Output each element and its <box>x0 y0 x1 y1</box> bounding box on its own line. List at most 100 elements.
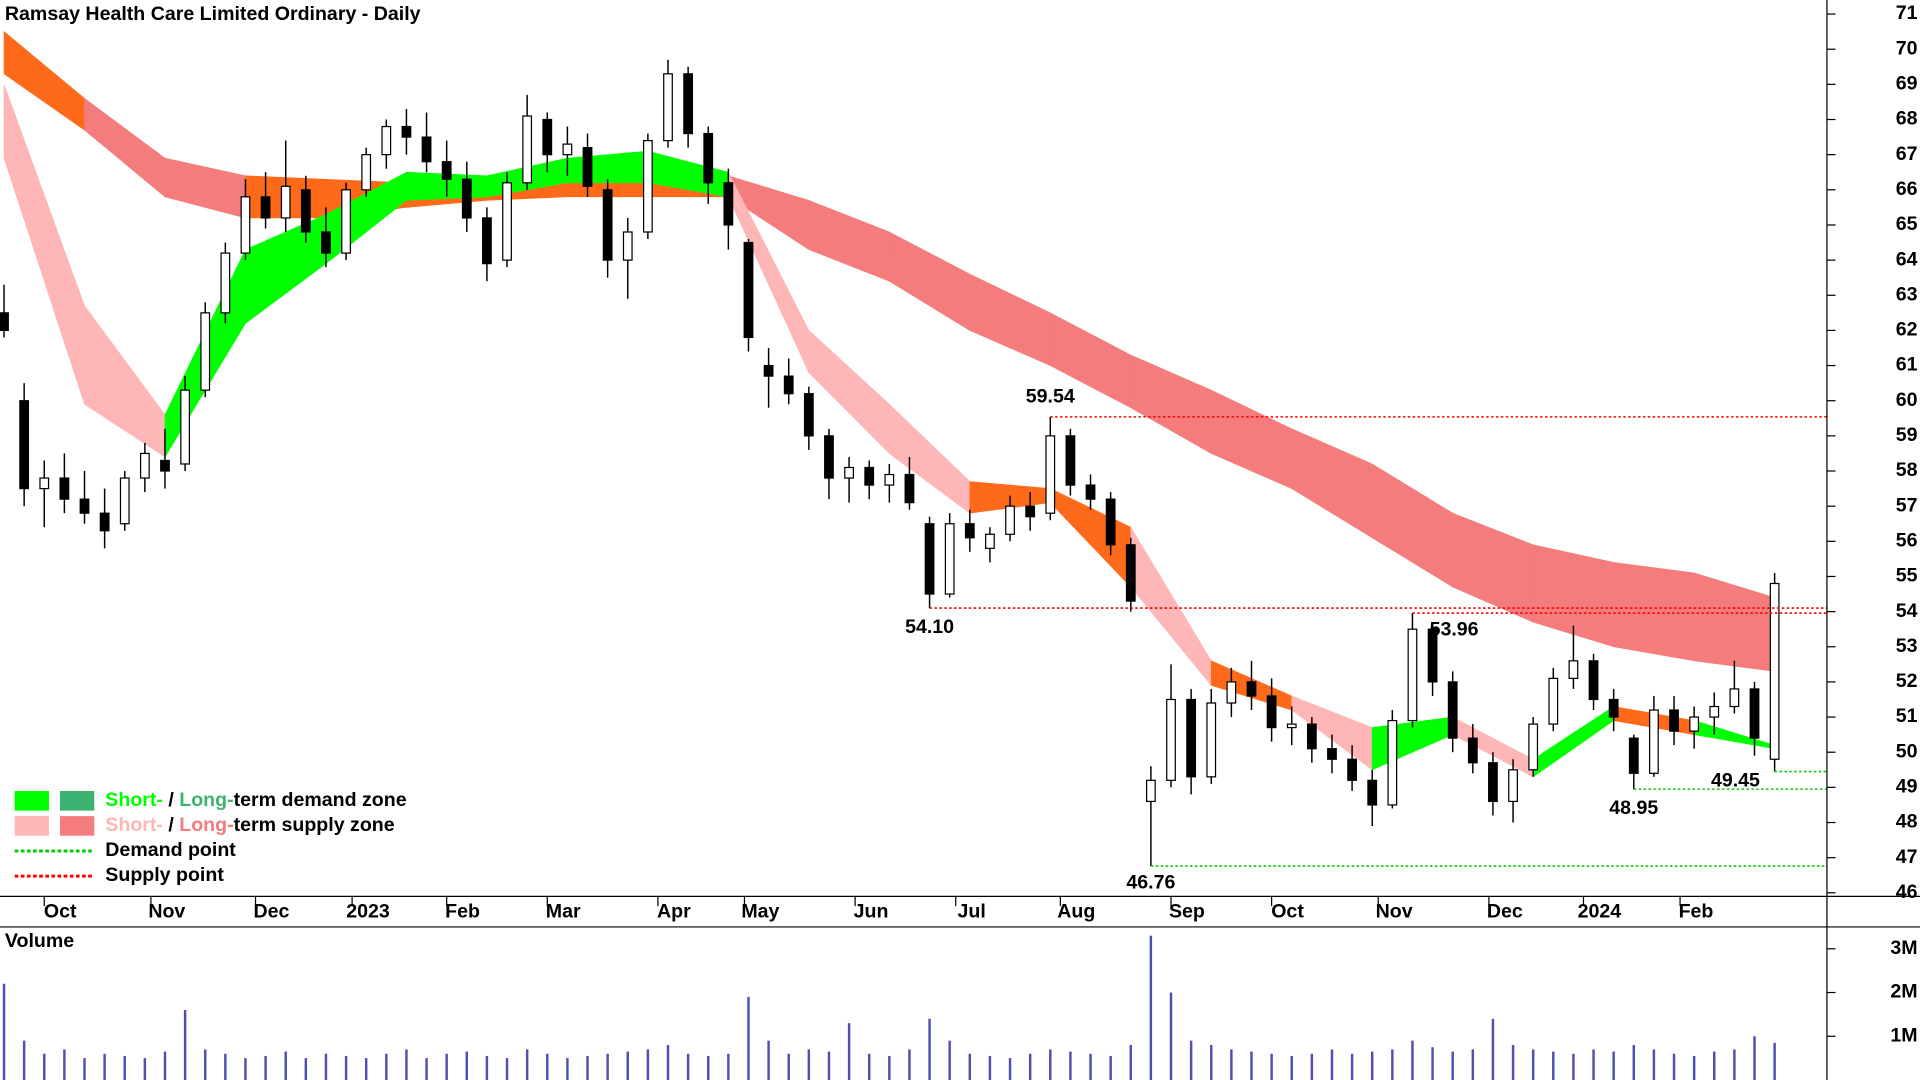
volume-bar <box>707 1055 710 1080</box>
y-tick-label: 68 <box>1896 108 1918 130</box>
legend-swatch <box>60 791 95 811</box>
candle-body <box>1065 435 1076 486</box>
volume-bar <box>1350 1053 1354 1080</box>
candle-body <box>139 452 150 479</box>
y-tick-label: 69 <box>1896 73 1918 95</box>
volume-bar <box>525 1049 529 1080</box>
candle-body <box>1246 681 1257 697</box>
volume-bar <box>686 1053 690 1080</box>
volume-bar <box>43 1053 46 1080</box>
candle-body <box>482 217 492 265</box>
volume-bar <box>324 1053 328 1080</box>
candle-body <box>1186 698 1197 778</box>
volume-bar <box>264 1055 267 1080</box>
candle-body <box>1045 435 1056 514</box>
candle-body <box>119 477 130 525</box>
candle-body <box>300 189 311 233</box>
candle-body <box>743 241 754 339</box>
volume-bar <box>344 1055 348 1080</box>
volume-bar <box>908 1049 911 1080</box>
legend-text: Short- <box>105 814 163 836</box>
y-tick-label: 1M <box>1890 1024 1917 1046</box>
volume-bar <box>1069 1051 1072 1080</box>
candle-body <box>824 435 834 479</box>
volume-bar <box>1370 1051 1374 1080</box>
volume-bar <box>767 1040 770 1080</box>
volume-bar <box>847 1023 851 1080</box>
volume-bar <box>1129 1045 1132 1080</box>
y-tick-label: 52 <box>1896 670 1918 692</box>
volume-bar <box>425 1058 428 1080</box>
legend-label: Demand point <box>105 839 236 861</box>
volume-bar <box>1290 1055 1293 1080</box>
volume-bar <box>988 1055 992 1080</box>
volume-bar <box>1149 935 1153 1080</box>
candle-body <box>341 189 351 254</box>
legend-text: Supply point <box>105 864 224 886</box>
candle-body <box>642 139 653 233</box>
candle-body <box>1467 737 1478 764</box>
candle-body <box>1367 779 1378 806</box>
level-label: 49.45 <box>1711 770 1760 792</box>
volume-bar <box>1471 1049 1475 1080</box>
candle-body <box>1528 723 1539 771</box>
volume-bar <box>1210 1045 1213 1080</box>
legend-label: Short- / Long-term demand zone <box>105 789 406 811</box>
y-tick-label: 62 <box>1896 319 1918 341</box>
x-tick-label: Dec <box>1487 900 1523 922</box>
x-tick-label: Dec <box>253 900 289 922</box>
volume-bar <box>867 1053 871 1080</box>
candle-body <box>1508 769 1518 803</box>
candle-body <box>1166 698 1176 781</box>
candle-body <box>260 196 271 219</box>
volume-bar <box>1411 1040 1414 1080</box>
candle-body <box>1286 723 1297 729</box>
candle-body <box>1669 709 1679 732</box>
volume-bar <box>928 1018 931 1080</box>
candle-body <box>1488 762 1498 803</box>
candle-body <box>1709 705 1720 718</box>
y-tick-label: 66 <box>1896 178 1918 200</box>
volume-bar <box>646 1049 650 1080</box>
legend-label: Supply point <box>105 864 224 886</box>
x-tick-label: Oct <box>1271 900 1304 922</box>
candle-body <box>1266 695 1277 729</box>
y-tick-label: 48 <box>1896 811 1918 833</box>
x-tick-label: Feb <box>445 900 480 922</box>
candle-body <box>79 498 90 514</box>
candle-body <box>220 252 231 314</box>
volume-bar <box>807 1049 811 1080</box>
volume-bar <box>1109 1055 1112 1080</box>
x-tick-label: Nov <box>1376 900 1413 922</box>
volume-bar <box>485 1055 489 1080</box>
volume-bar <box>1049 1049 1052 1080</box>
volume-bar <box>1713 1051 1716 1080</box>
candle-body <box>964 523 975 539</box>
candle-body <box>39 477 50 490</box>
legend-swatch <box>14 816 49 836</box>
candle-body <box>622 231 633 261</box>
candle-body <box>1447 681 1458 739</box>
y-tick-label: 65 <box>1896 213 1918 235</box>
candle-body <box>803 393 814 437</box>
volume-bar <box>1692 1055 1696 1080</box>
candle-body <box>683 73 694 135</box>
volume-bar <box>888 1055 891 1080</box>
candle-body <box>461 178 472 219</box>
volume-bar <box>1652 1049 1656 1080</box>
candle-body <box>864 466 875 486</box>
candle-body <box>663 73 673 142</box>
volume-bar <box>83 1058 86 1080</box>
y-tick-label: 67 <box>1896 143 1918 165</box>
legend-text: Long- <box>179 789 233 811</box>
candle-body <box>1005 505 1015 535</box>
candle-body <box>160 459 170 472</box>
candle-body <box>904 473 915 504</box>
candle-body <box>542 118 553 156</box>
candle-body <box>1548 677 1559 725</box>
marks <box>0 59 1827 1080</box>
candle-body <box>361 154 372 191</box>
candle-body <box>1649 709 1659 774</box>
y-tick-label: 58 <box>1896 459 1918 481</box>
volume-bar <box>1733 1049 1736 1080</box>
